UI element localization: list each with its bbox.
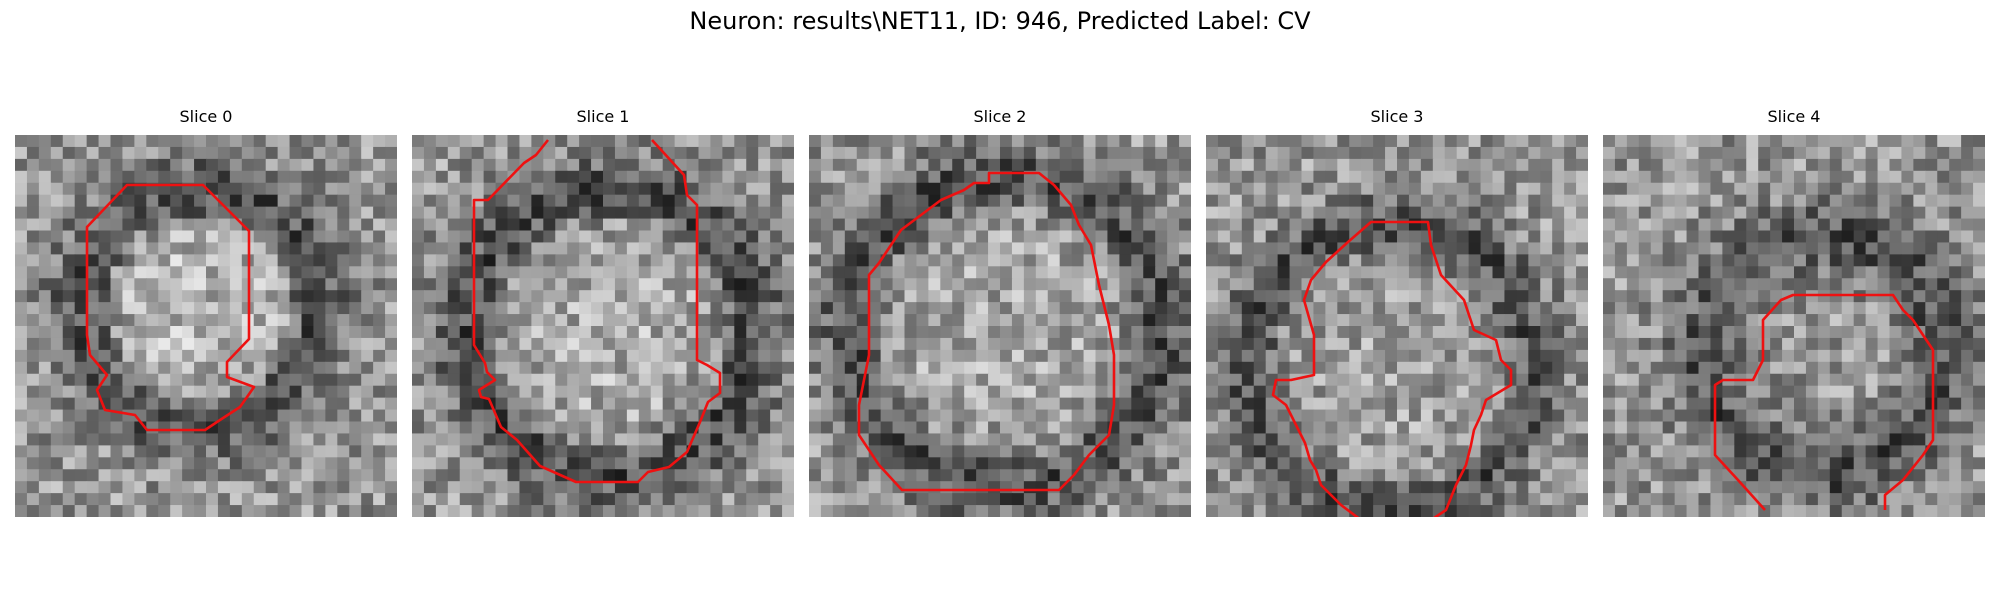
slice-panel-0: Slice 0	[15, 107, 397, 517]
slice-pixels-4	[1603, 135, 1985, 517]
slice-panel-4: Slice 4	[1603, 107, 1985, 517]
slice-title-0: Slice 0	[179, 107, 233, 126]
slice-image-4	[1603, 135, 1985, 517]
contour-2	[857, 171, 1116, 492]
slice-image-3	[1206, 135, 1588, 517]
slice-panel-2: Slice 2	[809, 107, 1191, 517]
slice-pixels-0	[15, 135, 397, 517]
contour-1	[472, 139, 722, 484]
slice-title-1: Slice 1	[576, 107, 630, 126]
slice-image-2	[809, 135, 1191, 517]
slice-pixels-1	[412, 135, 794, 517]
slice-title-3: Slice 3	[1370, 107, 1424, 126]
contour-0	[85, 183, 256, 432]
slice-pixels-3	[1206, 135, 1588, 517]
slice-title-4: Slice 4	[1767, 107, 1821, 126]
slice-pixels-2	[809, 135, 1191, 517]
contour-3	[1271, 220, 1513, 517]
slice-title-2: Slice 2	[973, 107, 1027, 126]
slice-image-1	[412, 135, 794, 517]
figure-title: Neuron: results\NET11, ID: 946, Predicte…	[689, 7, 1311, 35]
slice-image-0	[15, 135, 397, 517]
contour-4	[1713, 293, 1935, 511]
slice-panel-1: Slice 1	[412, 107, 794, 517]
slice-panel-3: Slice 3	[1206, 107, 1588, 517]
